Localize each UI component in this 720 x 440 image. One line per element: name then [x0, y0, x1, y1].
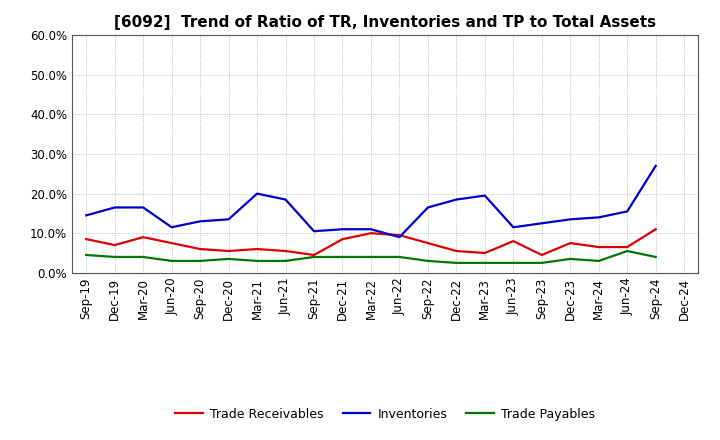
Trade Receivables: [82, 237, 91, 242]
Inventories: [110, 205, 119, 210]
Trade Receivables: [595, 244, 603, 249]
Trade Payables: [595, 258, 603, 264]
Inventories: [480, 193, 489, 198]
Trade Receivables: [196, 246, 204, 252]
Inventories: [566, 216, 575, 222]
Trade Receivables: [566, 240, 575, 246]
Trade Receivables: [452, 248, 461, 253]
Trade Payables: [623, 248, 631, 253]
Trade Payables: [509, 260, 518, 265]
Line: Trade Payables: Trade Payables: [86, 251, 656, 263]
Trade Payables: [253, 258, 261, 264]
Trade Payables: [82, 253, 91, 258]
Inventories: [139, 205, 148, 210]
Trade Receivables: [282, 248, 290, 253]
Inventories: [253, 191, 261, 196]
Trade Receivables: [480, 250, 489, 256]
Inventories: [338, 227, 347, 232]
Trade Receivables: [509, 238, 518, 244]
Inventories: [282, 197, 290, 202]
Legend: Trade Receivables, Inventories, Trade Payables: Trade Receivables, Inventories, Trade Pa…: [170, 403, 600, 425]
Title: [6092]  Trend of Ratio of TR, Inventories and TP to Total Assets: [6092] Trend of Ratio of TR, Inventories…: [114, 15, 656, 30]
Trade Payables: [196, 258, 204, 264]
Trade Payables: [652, 254, 660, 260]
Line: Trade Receivables: Trade Receivables: [86, 229, 656, 255]
Inventories: [509, 224, 518, 230]
Inventories: [225, 216, 233, 222]
Trade Payables: [167, 258, 176, 264]
Trade Payables: [566, 256, 575, 261]
Inventories: [310, 229, 318, 234]
Trade Receivables: [310, 253, 318, 258]
Trade Payables: [225, 256, 233, 261]
Trade Payables: [423, 258, 432, 264]
Trade Payables: [452, 260, 461, 265]
Trade Payables: [537, 260, 546, 265]
Trade Receivables: [110, 242, 119, 248]
Inventories: [623, 209, 631, 214]
Trade Payables: [480, 260, 489, 265]
Inventories: [423, 205, 432, 210]
Inventories: [537, 220, 546, 226]
Inventories: [167, 224, 176, 230]
Trade Payables: [395, 254, 404, 260]
Trade Receivables: [652, 227, 660, 232]
Inventories: [652, 163, 660, 169]
Trade Receivables: [395, 232, 404, 238]
Trade Payables: [282, 258, 290, 264]
Trade Receivables: [366, 231, 375, 236]
Inventories: [196, 219, 204, 224]
Trade Receivables: [623, 244, 631, 249]
Trade Receivables: [253, 246, 261, 252]
Trade Receivables: [423, 240, 432, 246]
Inventories: [366, 227, 375, 232]
Trade Payables: [366, 254, 375, 260]
Inventories: [595, 215, 603, 220]
Inventories: [395, 235, 404, 240]
Trade Receivables: [167, 240, 176, 246]
Trade Payables: [110, 254, 119, 260]
Trade Receivables: [537, 253, 546, 258]
Trade Payables: [139, 254, 148, 260]
Trade Payables: [310, 254, 318, 260]
Trade Receivables: [338, 237, 347, 242]
Inventories: [452, 197, 461, 202]
Line: Inventories: Inventories: [86, 166, 656, 237]
Trade Payables: [338, 254, 347, 260]
Trade Receivables: [225, 248, 233, 253]
Inventories: [82, 213, 91, 218]
Trade Receivables: [139, 235, 148, 240]
